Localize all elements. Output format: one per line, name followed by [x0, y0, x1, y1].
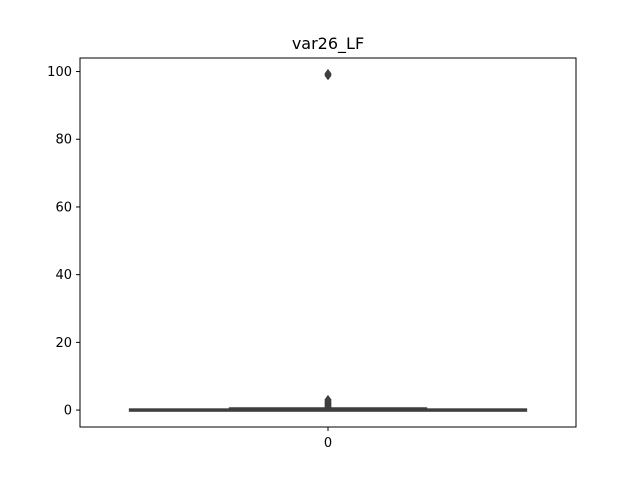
y-tick-label: 20	[55, 336, 72, 351]
x-tick-label: 0	[324, 436, 332, 451]
plot-area	[128, 68, 528, 413]
outlier-point	[324, 68, 332, 79]
axes-frame	[79, 57, 577, 428]
y-tick-label: 60	[55, 200, 72, 215]
y-axis: 0 20 40 60 80 100	[47, 65, 80, 419]
x-axis: 0	[324, 427, 332, 451]
y-tick-label: 80	[55, 133, 72, 148]
box-group	[128, 68, 528, 413]
y-tick-label: 40	[55, 268, 72, 283]
chart-title: var26_LF	[292, 34, 364, 54]
outlier-point	[324, 394, 332, 405]
y-tick-label: 0	[64, 404, 72, 419]
y-tick-label: 100	[47, 65, 72, 80]
